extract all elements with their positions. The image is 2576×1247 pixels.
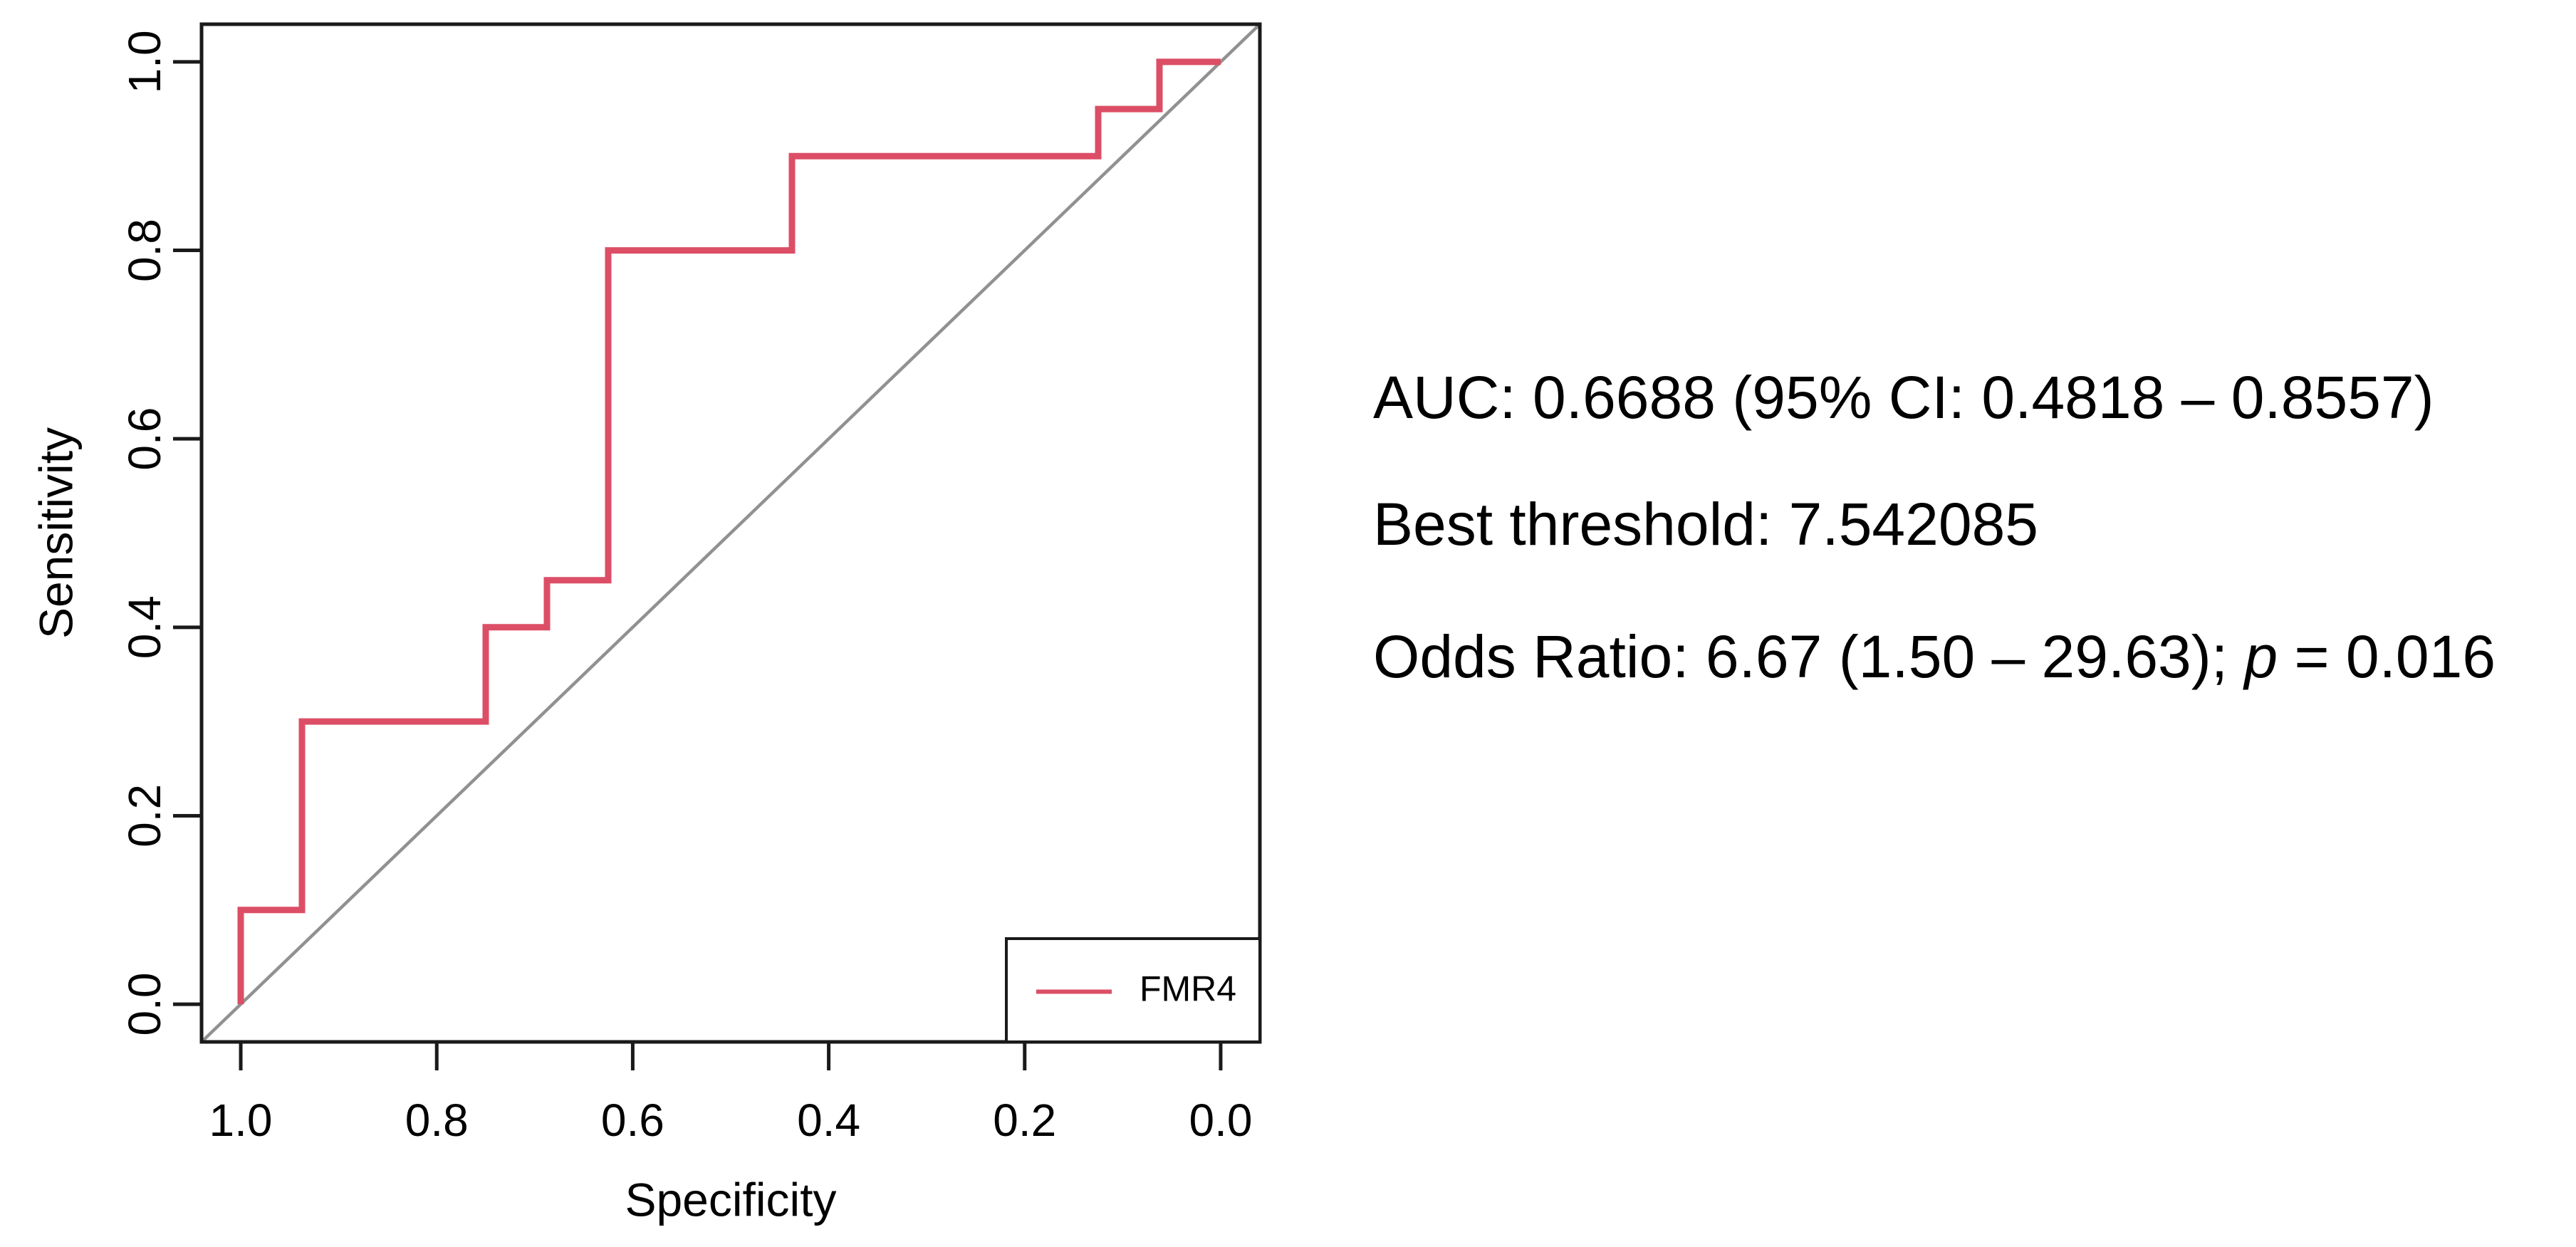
annotation-auc: AUC: 0.6688 (95% CI: 0.4818 – 0.8557) [1373, 364, 2434, 431]
diagonal-reference-line [200, 23, 1261, 1043]
x-axis-tick-label: 0.0 [1189, 1095, 1252, 1146]
y-axis-title: Sensitivity [29, 427, 82, 639]
x-axis-tick-label: 0.6 [601, 1095, 664, 1146]
p-value-symbol: p [2244, 623, 2278, 690]
x-axis: 1.0 0.8 0.6 0.4 0.2 0.0 Specificity [209, 1042, 1252, 1226]
roc-curve [237, 58, 1221, 1005]
y-axis-tick-label: 0.8 [119, 219, 170, 282]
annotation-odds-ratio: Odds Ratio: 6.67 (1.50 – 29.63); p = 0.0… [1373, 627, 2496, 687]
y-axis-tick-label: 0.4 [119, 595, 170, 659]
legend: FMR4 [1005, 937, 1261, 1043]
x-axis-tick-label: 0.2 [993, 1095, 1056, 1146]
x-axis-tick-label: 0.8 [405, 1095, 469, 1146]
y-axis-tick-label: 0.2 [119, 784, 170, 847]
y-axis: 0.0 0.2 0.4 0.6 0.8 1.0 Sensitivity [29, 30, 202, 1036]
x-axis-tick-label: 1.0 [209, 1095, 273, 1146]
legend-label: FMR4 [1140, 969, 1236, 1009]
plot-border [199, 22, 1262, 1044]
x-axis-tick-label: 0.4 [797, 1095, 860, 1146]
x-axis-title: Specificity [625, 1173, 836, 1226]
y-axis-tick-label: 0.6 [119, 407, 170, 471]
annotation-best-threshold: Best threshold: 7.542085 [1373, 491, 2039, 558]
odds-ratio-text: Odds Ratio: 6.67 (1.50 – 29.63); [1373, 623, 2245, 690]
y-axis-tick-label: 0.0 [119, 973, 170, 1036]
p-value-text: = 0.016 [2278, 623, 2496, 690]
y-axis-tick-label: 1.0 [119, 30, 170, 93]
